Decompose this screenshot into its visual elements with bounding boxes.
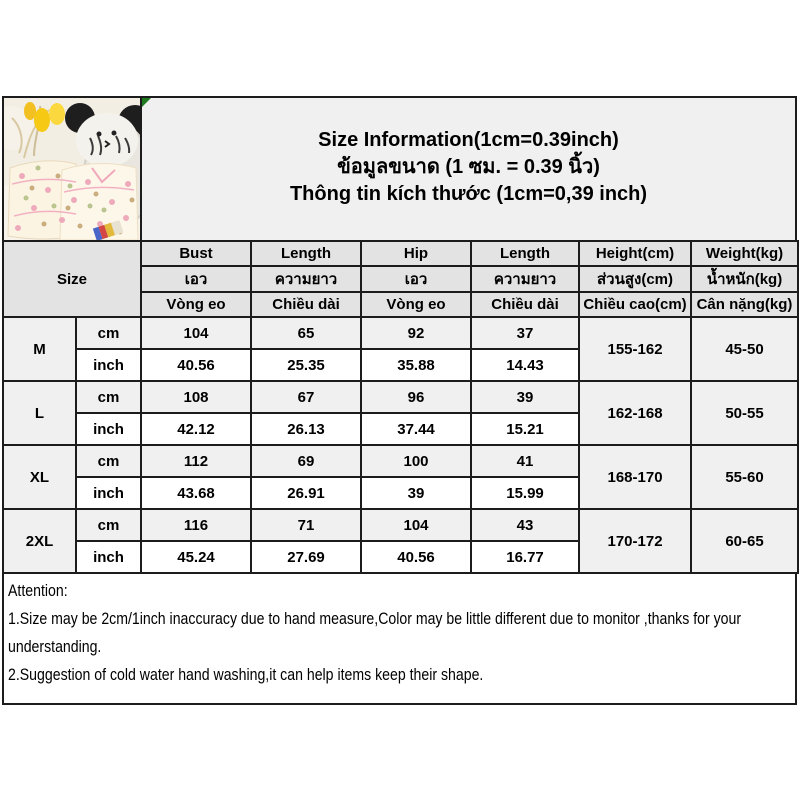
attention-heading: Attention: <box>8 581 68 600</box>
attention-note: Attention: 1.Size may be 2cm/1inch inacc… <box>2 572 797 705</box>
value-cell: 40.56 <box>140 348 253 382</box>
col-header-vi-weight: Cân nặng(kg) <box>690 291 800 318</box>
value-cell: 100 <box>360 444 473 478</box>
size-label-m: M <box>2 316 77 382</box>
value-cell: 37.44 <box>360 412 473 446</box>
title-thai: ข้อมูลขนาด (1 ซม. = 0.39 นิ้ว) <box>337 156 600 178</box>
size-corner-label: Size <box>1 240 143 318</box>
value-cell: 14.43 <box>470 348 581 382</box>
product-photo-illustration <box>4 98 140 240</box>
unit-label-cm: cm <box>74 508 143 542</box>
value-cell: 71 <box>250 508 363 542</box>
value-cell: 40.56 <box>360 540 473 574</box>
weight-range-m: 45-50 <box>690 316 800 382</box>
title-block: Size Information(1cm=0.39inch) ข้อมูลขนา… <box>142 98 795 240</box>
value-cell: 26.91 <box>250 476 363 510</box>
col-header-vi-bust: Vòng eo <box>140 291 253 318</box>
value-cell: 112 <box>140 444 253 478</box>
unit-label-inch: inch <box>74 412 143 446</box>
col-header-en-bust: Bust <box>140 240 253 267</box>
col-header-en-length2: Length <box>470 240 581 267</box>
value-cell: 69 <box>250 444 363 478</box>
unit-label-cm: cm <box>74 316 143 350</box>
value-cell: 25.35 <box>250 348 363 382</box>
col-header-vi-length1: Chiều dài <box>250 291 363 318</box>
value-cell: 27.69 <box>250 540 363 574</box>
col-header-th-bust: เอว <box>140 265 253 293</box>
col-header-en-weight: Weight(kg) <box>690 240 800 267</box>
value-cell: 42.12 <box>140 412 253 446</box>
value-cell: 39 <box>470 380 581 414</box>
value-cell: 96 <box>360 380 473 414</box>
value-cell: 15.21 <box>470 412 581 446</box>
value-cell: 104 <box>140 316 253 350</box>
size-table: Size Bust Length Hip Length Height(cm) W… <box>1 240 800 574</box>
value-cell: 43 <box>470 508 581 542</box>
size-label-l: L <box>2 380 77 446</box>
col-header-th-hip: เอว <box>360 265 473 293</box>
unit-label-inch: inch <box>74 348 143 382</box>
height-range-2xl: 170-172 <box>578 508 693 574</box>
value-cell: 92 <box>360 316 473 350</box>
value-cell: 45.24 <box>140 540 253 574</box>
col-header-en-hip: Hip <box>360 240 473 267</box>
col-header-th-weight: น้ำหนัก(kg) <box>690 265 800 293</box>
attention-line-2: 2.Suggestion of cold water hand washing,… <box>8 665 484 684</box>
value-cell: 15.99 <box>470 476 581 510</box>
value-cell: 35.88 <box>360 348 473 382</box>
title-english: Size Information(1cm=0.39inch) <box>318 129 619 151</box>
value-cell: 65 <box>250 316 363 350</box>
col-header-th-height: ส่วนสูง(cm) <box>578 265 693 293</box>
col-header-th-length1: ความยาว <box>250 265 363 293</box>
unit-label-cm: cm <box>74 380 143 414</box>
unit-label-inch: inch <box>74 540 143 574</box>
value-cell: 116 <box>140 508 253 542</box>
height-range-m: 155-162 <box>578 316 693 382</box>
unit-label-inch: inch <box>74 476 143 510</box>
height-range-l: 162-168 <box>578 380 693 446</box>
weight-range-l: 50-55 <box>690 380 800 446</box>
value-cell: 37 <box>470 316 581 350</box>
attention-text: Attention: 1.Size may be 2cm/1inch inacc… <box>8 577 788 689</box>
size-label-xl: XL <box>2 444 77 510</box>
value-cell: 26.13 <box>250 412 363 446</box>
top-band: Size Information(1cm=0.39inch) ข้อมูลขนา… <box>2 96 797 240</box>
weight-range-xl: 55-60 <box>690 444 800 510</box>
value-cell: 16.77 <box>470 540 581 574</box>
col-header-vi-height: Chiều cao(cm) <box>578 291 693 318</box>
attention-line-1: 1.Size may be 2cm/1inch inaccuracy due t… <box>8 609 742 656</box>
col-header-vi-length2: Chiều dài <box>470 291 581 318</box>
weight-range-2xl: 60-65 <box>690 508 800 574</box>
col-header-vi-hip: Vòng eo <box>360 291 473 318</box>
height-range-xl: 168-170 <box>578 444 693 510</box>
value-cell: 41 <box>470 444 581 478</box>
value-cell: 43.68 <box>140 476 253 510</box>
comment-marker-icon <box>142 98 151 107</box>
col-header-en-height: Height(cm) <box>578 240 693 267</box>
value-cell: 39 <box>360 476 473 510</box>
value-cell: 67 <box>250 380 363 414</box>
col-header-th-length2: ความยาว <box>470 265 581 293</box>
size-label-2xl: 2XL <box>2 508 77 574</box>
value-cell: 108 <box>140 380 253 414</box>
sheet-content: Size Information(1cm=0.39inch) ข้อมูลขนา… <box>1 96 800 705</box>
title-vietnamese: Thông tin kích thước (1cm=0,39 inch) <box>289 183 648 205</box>
product-photo <box>4 98 142 240</box>
unit-label-cm: cm <box>74 444 143 478</box>
value-cell: 104 <box>360 508 473 542</box>
col-header-en-length1: Length <box>250 240 363 267</box>
